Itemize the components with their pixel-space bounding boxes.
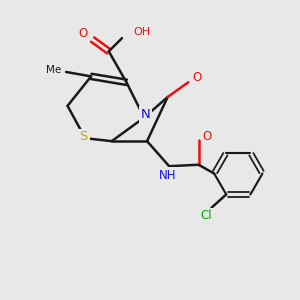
Text: Me: Me: [46, 64, 61, 75]
Text: Cl: Cl: [200, 209, 212, 223]
Text: N: N: [141, 108, 151, 121]
Text: O: O: [192, 71, 201, 84]
Text: OH: OH: [133, 27, 150, 37]
Text: NH: NH: [159, 169, 176, 182]
Text: O: O: [202, 130, 212, 143]
Text: O: O: [79, 27, 88, 40]
Text: S: S: [80, 130, 88, 143]
